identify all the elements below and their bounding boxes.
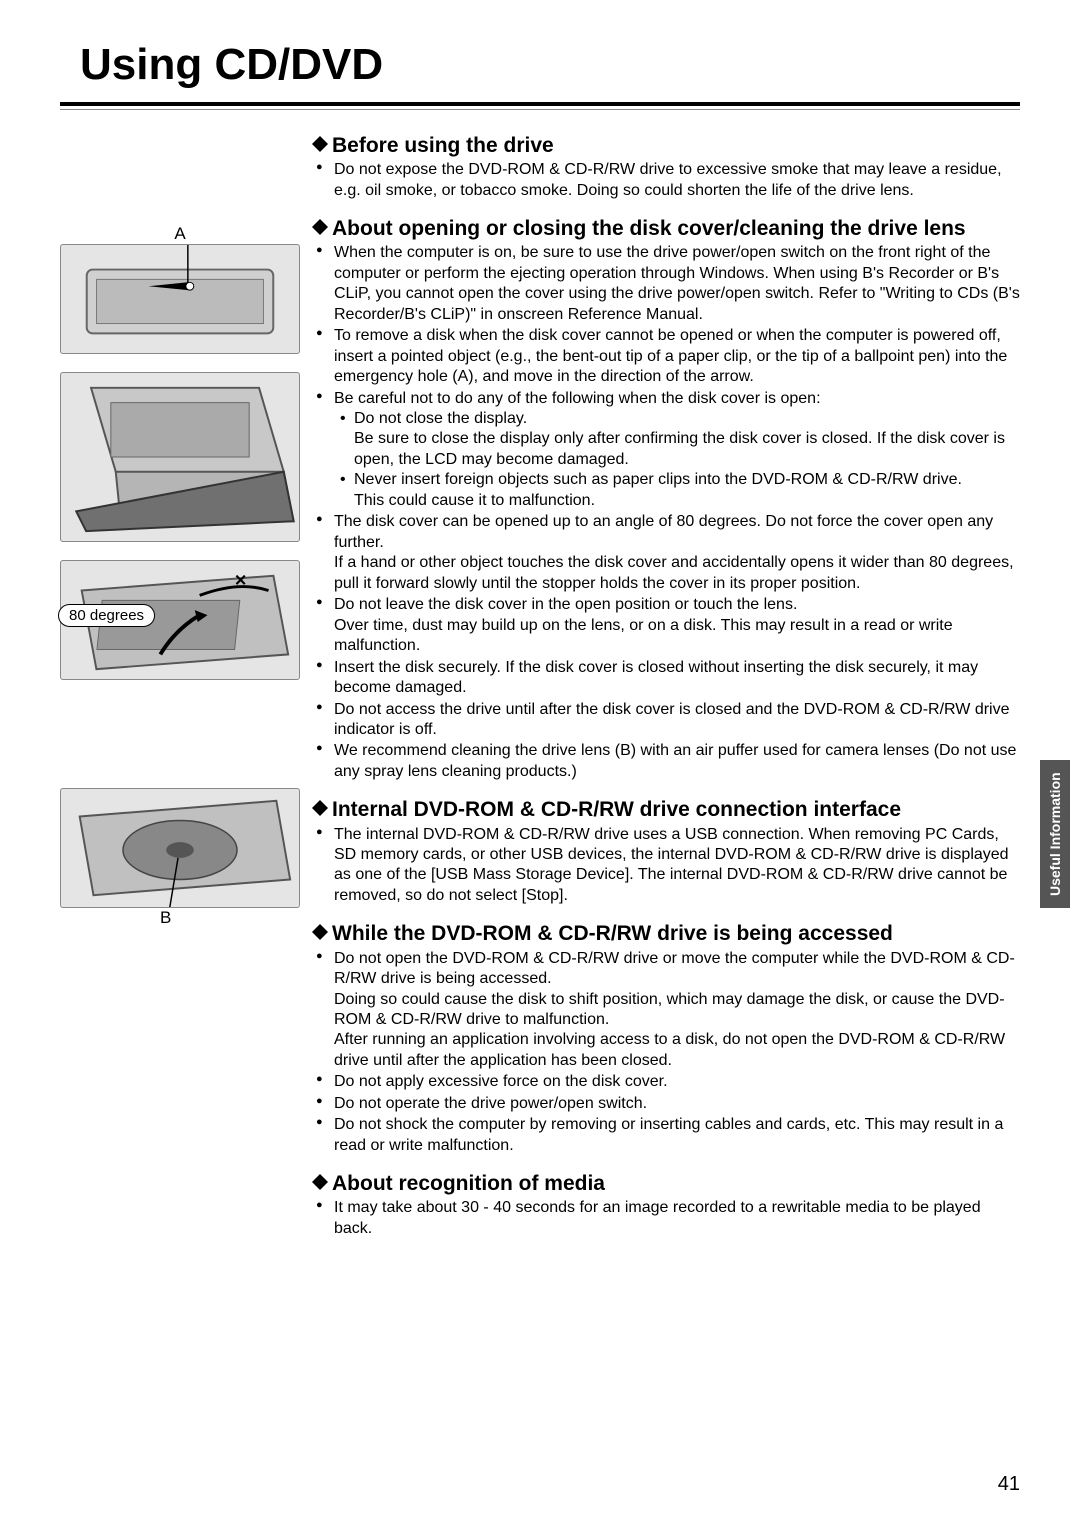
- section-heading-text: About recognition of media: [332, 1172, 605, 1196]
- text-column: Before using the driveDo not expose the …: [312, 134, 1020, 1255]
- section: Internal DVD-ROM & CD-R/RW drive connect…: [312, 798, 1020, 906]
- figure-laptop: [60, 372, 300, 542]
- page-number: 41: [998, 1473, 1020, 1496]
- section-heading: While the DVD-ROM & CD-R/RW drive is bei…: [312, 922, 1020, 946]
- figure-80deg-badge: 80 degrees: [58, 604, 155, 627]
- figure-a-label: A: [60, 224, 300, 244]
- list-item: Do not shock the computer by removing or…: [334, 1115, 1020, 1156]
- list-item: Insert the disk securely. If the disk co…: [334, 658, 1020, 699]
- list-item: The internal DVD-ROM & CD-R/RW drive use…: [334, 825, 1020, 907]
- figure-a-image: [60, 244, 300, 354]
- section: About opening or closing the disk cover/…: [312, 217, 1020, 782]
- list-item: Do not open the DVD-ROM & CD-R/RW drive …: [334, 949, 1020, 1072]
- figure-column: A: [60, 134, 300, 1255]
- list-item: We recommend cleaning the drive lens (B)…: [334, 741, 1020, 782]
- figure-b: B: [60, 788, 300, 928]
- list-item: Be careful not to do any of the followin…: [334, 389, 1020, 512]
- page-title: Using CD/DVD: [80, 40, 1020, 90]
- figure-a: A: [60, 224, 300, 354]
- side-tab: Useful Information: [1040, 760, 1070, 908]
- list-item: Do not expose the DVD-ROM & CD-R/RW driv…: [334, 160, 1020, 201]
- sub-list-item: Never insert foreign objects such as pap…: [354, 470, 1020, 511]
- list-item: Do not apply excessive force on the disk…: [334, 1072, 1020, 1092]
- section-heading: Before using the drive: [312, 134, 1020, 158]
- bullet-list: Do not open the DVD-ROM & CD-R/RW drive …: [312, 949, 1020, 1157]
- section-heading-text: About opening or closing the disk cover/…: [332, 217, 966, 241]
- svg-text:✕: ✕: [234, 573, 247, 590]
- section-heading: About recognition of media: [312, 1172, 1020, 1196]
- content-wrap: A: [60, 134, 1020, 1255]
- list-item: Do not leave the disk cover in the open …: [334, 595, 1020, 656]
- section-heading: Internal DVD-ROM & CD-R/RW drive connect…: [312, 798, 1020, 822]
- list-item: To remove a disk when the disk cover can…: [334, 326, 1020, 387]
- list-item: Do not access the drive until after the …: [334, 700, 1020, 741]
- bullet-list: When the computer is on, be sure to use …: [312, 243, 1020, 782]
- bullet-list: Do not expose the DVD-ROM & CD-R/RW driv…: [312, 160, 1020, 201]
- list-item: When the computer is on, be sure to use …: [334, 243, 1020, 325]
- list-item: It may take about 30 - 40 seconds for an…: [334, 1198, 1020, 1239]
- section-heading-text: While the DVD-ROM & CD-R/RW drive is bei…: [332, 922, 893, 946]
- section: While the DVD-ROM & CD-R/RW drive is bei…: [312, 922, 1020, 1156]
- figure-laptop-image: [60, 372, 300, 542]
- sub-list-item: Do not close the display. Be sure to clo…: [354, 409, 1020, 470]
- section-heading-text: Before using the drive: [332, 134, 554, 158]
- list-item: Do not operate the drive power/open swit…: [334, 1094, 1020, 1114]
- sub-list: Do not close the display. Be sure to clo…: [334, 409, 1020, 511]
- section: Before using the driveDo not expose the …: [312, 134, 1020, 201]
- title-rule: [60, 102, 1020, 110]
- figure-80deg: ✕ 80 degrees: [60, 560, 300, 680]
- list-item: The disk cover can be opened up to an an…: [334, 512, 1020, 594]
- bullet-list: It may take about 30 - 40 seconds for an…: [312, 1198, 1020, 1239]
- figure-b-label: B: [160, 908, 300, 928]
- figure-b-image: [60, 788, 300, 908]
- section: About recognition of mediaIt may take ab…: [312, 1172, 1020, 1239]
- bullet-list: The internal DVD-ROM & CD-R/RW drive use…: [312, 825, 1020, 907]
- section-heading: About opening or closing the disk cover/…: [312, 217, 1020, 241]
- section-heading-text: Internal DVD-ROM & CD-R/RW drive connect…: [332, 798, 901, 822]
